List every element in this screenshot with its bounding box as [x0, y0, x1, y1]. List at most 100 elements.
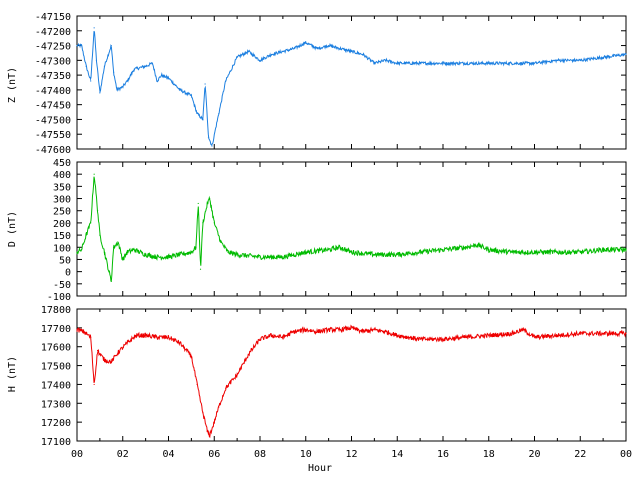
data-point: [156, 336, 158, 338]
data-point: [179, 253, 181, 256]
data-point: [511, 332, 513, 335]
y-tick-label: -47350: [35, 71, 71, 82]
data-point: [99, 92, 101, 94]
plot-frame: [76, 15, 627, 150]
y-tick-label: -47400: [35, 86, 71, 97]
data-point: [511, 62, 513, 64]
data-point: [204, 83, 206, 85]
data-point: [339, 47, 341, 50]
data-point: [236, 374, 238, 376]
data-point: [362, 331, 364, 333]
data-point: [282, 336, 284, 338]
data-point: [350, 50, 353, 53]
data-point: [328, 329, 330, 331]
data-point: [209, 197, 211, 200]
data-point: [476, 244, 478, 246]
x-tick-label: 04: [162, 449, 174, 460]
data-point: [419, 62, 421, 64]
panel-z: Z (nT) -47150 -47200 -47250 -47300 -47350 -47…: [7, 12, 627, 156]
data-point: [236, 56, 238, 58]
data-point: [396, 334, 398, 336]
data-point: [213, 222, 215, 224]
data-point: [135, 334, 138, 336]
data-point: [85, 234, 87, 236]
data-point: [419, 251, 421, 253]
y-tick-label: -47600: [35, 145, 71, 156]
data-point: [259, 256, 261, 258]
data-point: [282, 50, 284, 53]
data-point: [488, 334, 490, 336]
x-tick-label: 12: [345, 449, 357, 460]
y-tick-label: -47200: [35, 27, 71, 38]
h-axis-title: H (nT): [7, 356, 18, 392]
data-point: [161, 74, 163, 76]
data-point: [93, 383, 95, 386]
data-point: [213, 421, 215, 423]
x-tick-label: 10: [300, 449, 312, 460]
x-tick-label: 02: [117, 449, 129, 460]
y-tick-label: 150: [53, 231, 71, 242]
data-point: [211, 145, 213, 147]
data-point: [316, 331, 318, 333]
data-point: [95, 59, 98, 61]
y-tick-label: 350: [53, 182, 71, 193]
data-point: [247, 353, 250, 355]
data-point: [339, 246, 341, 248]
y-tick-label: 400: [53, 170, 71, 181]
data-point: [167, 77, 170, 79]
y-tick-label: -47250: [35, 42, 71, 53]
data-point: [145, 253, 147, 256]
data-point: [602, 56, 604, 58]
y-tick-label: -47550: [35, 130, 71, 141]
data-point: [362, 53, 364, 56]
data-point: [190, 251, 192, 253]
data-point: [305, 251, 307, 253]
x-tick-label: 18: [483, 449, 495, 460]
data-point: [151, 62, 154, 64]
y-tick-label: -47450: [35, 101, 71, 112]
x-tick-label: 06: [208, 449, 220, 460]
data-point: [465, 62, 467, 64]
data-point: [110, 280, 112, 282]
data-point: [113, 71, 115, 73]
data-point: [533, 62, 536, 64]
data-point: [202, 412, 204, 414]
data-point: [96, 349, 99, 352]
data-point: [99, 353, 101, 355]
data-point: [167, 256, 170, 258]
data-point: [556, 59, 558, 61]
data-point: [328, 249, 330, 251]
data-point: [247, 50, 250, 53]
y-tick-label: 17500: [41, 362, 71, 373]
data-point: [113, 246, 115, 248]
data-point: [167, 336, 170, 338]
data-point: [465, 246, 467, 248]
data-point: [385, 59, 387, 61]
panel-h: H (nT) 17800 17700 17600 17500 17400 17300 172…: [7, 305, 627, 448]
data-point: [220, 241, 222, 243]
data-point: [316, 47, 318, 50]
data-point: [625, 53, 627, 56]
data-point: [225, 387, 227, 389]
data-point: [522, 329, 524, 331]
data-point: [202, 118, 204, 121]
data-point: [110, 44, 112, 47]
y-tick-label: 17300: [41, 399, 71, 410]
data-point: [350, 251, 353, 253]
y-tick-label: -100: [47, 292, 71, 303]
data-point: [556, 334, 558, 336]
data-point: [122, 258, 124, 261]
data-point: [90, 336, 92, 338]
data-point: [282, 256, 284, 258]
data-point: [90, 222, 92, 224]
data-point: [218, 112, 220, 115]
x-tick-label: 20: [528, 449, 540, 460]
x-tick-label: 00: [71, 449, 83, 460]
data-point: [373, 253, 375, 256]
data-point: [196, 383, 198, 386]
plot-frame: [76, 308, 627, 442]
y-tick-label: 17800: [41, 305, 71, 316]
data-point: [110, 361, 112, 363]
data-point: [196, 112, 198, 115]
